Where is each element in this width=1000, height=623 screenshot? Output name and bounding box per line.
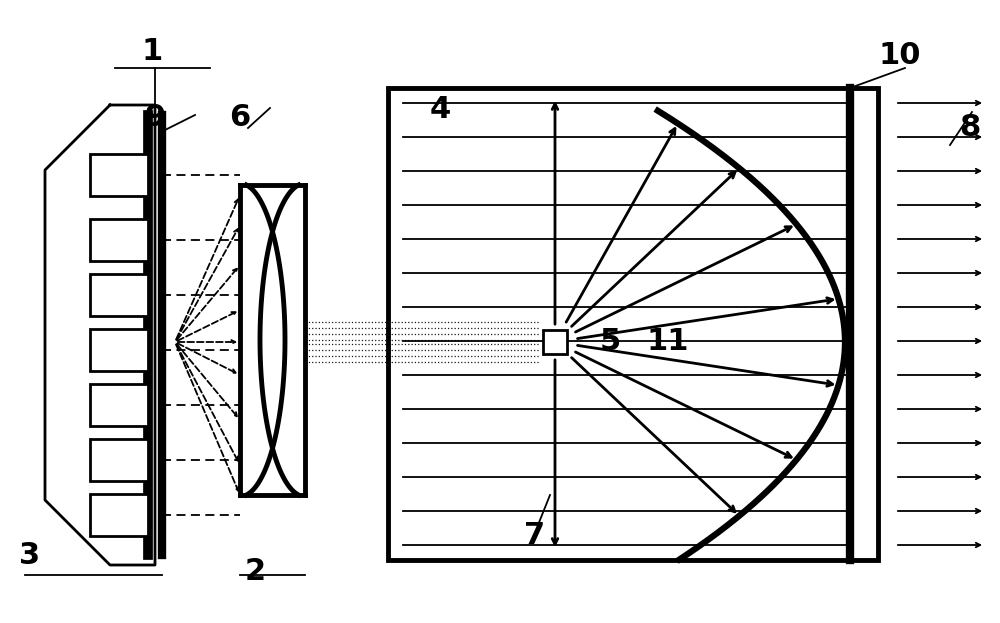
Text: 9: 9: [144, 103, 166, 133]
Bar: [90, 384, 148, 426]
Text: 8: 8: [959, 113, 981, 143]
Text: 1: 1: [141, 37, 163, 67]
Text: 2: 2: [244, 558, 266, 586]
Bar: [388, 88, 878, 560]
Text: 4: 4: [429, 95, 451, 125]
Bar: [90, 154, 148, 196]
Text: 10: 10: [879, 40, 921, 70]
Bar: [90, 329, 148, 371]
Bar: [90, 219, 148, 261]
Text: 5: 5: [599, 328, 621, 356]
Bar: [90, 494, 148, 536]
Bar: [90, 439, 148, 481]
Bar: [543, 330, 567, 354]
Bar: [90, 274, 148, 316]
Text: 3: 3: [19, 541, 41, 569]
Text: 7: 7: [524, 520, 546, 549]
Text: 11: 11: [647, 328, 689, 356]
Text: 6: 6: [229, 103, 251, 133]
